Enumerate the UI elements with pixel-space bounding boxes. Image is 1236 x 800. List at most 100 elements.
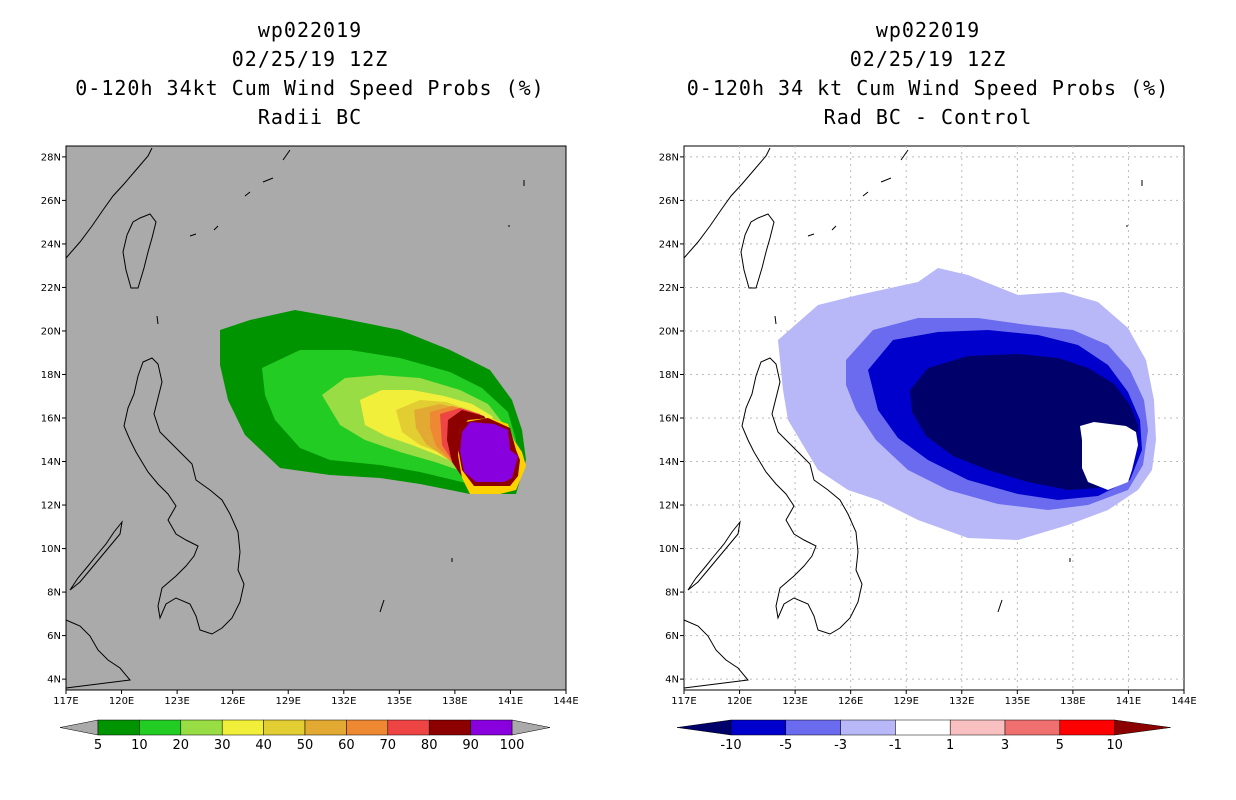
lat-label: 24N: [659, 239, 679, 250]
colorbar-over-arrow: [511, 719, 551, 736]
colorbar-box: [1004, 719, 1061, 736]
lat-label: 8N: [47, 588, 61, 599]
lon-label: 135E: [387, 696, 412, 707]
colorbar-box: [470, 719, 513, 736]
prob-contour-100: [460, 422, 518, 482]
colorbar-label: 10: [131, 738, 148, 753]
colorbar-label: 3: [1001, 738, 1009, 753]
lon-label: 126E: [220, 696, 245, 707]
storm-id: wp022019: [257, 18, 363, 42]
left-map: 28N 26N 24N 22N 20N 18N 16N 14N 12N 10N 8N 6N 4N 117E…: [41, 145, 579, 707]
lon-label: 123E: [782, 696, 807, 707]
product-title: 0-120h 34kt Cum Wind Speed Probs (%): [75, 76, 545, 100]
lon-label: 132E: [949, 696, 974, 707]
left-axes: 28N 26N 24N 22N 20N 18N 16N 14N 12N 10N 8N 6N 4N 117E…: [41, 152, 579, 707]
lon-label: 144E: [1171, 696, 1196, 707]
lat-label: 26N: [41, 196, 61, 207]
colorbar-label: 20: [173, 738, 190, 753]
colorbar-under-arrow: [59, 719, 99, 736]
datetime: 02/25/19 12Z: [231, 47, 389, 71]
lon-label: 141E: [498, 696, 523, 707]
colorbar-label: 10: [1106, 738, 1123, 753]
lat-label: 4N: [47, 675, 61, 686]
colorbar-box: [895, 719, 951, 736]
lon-label: 138E: [442, 696, 467, 707]
colorbar-label: 1: [946, 738, 954, 753]
right-colorbar: -10 -5 -3 -1 1 3 5 10: [676, 719, 1171, 753]
lon-label: 123E: [164, 696, 189, 707]
colorbar-label: 5: [1056, 738, 1064, 753]
lon-label: 138E: [1060, 696, 1085, 707]
lat-label: 22N: [659, 283, 679, 294]
lat-label: 18N: [41, 370, 61, 381]
lon-label: 120E: [727, 696, 752, 707]
colorbar-label: 30: [214, 738, 231, 753]
colorbar-label: 70: [380, 738, 397, 753]
colorbar-box: [346, 719, 389, 736]
lon-label: 135E: [1005, 696, 1030, 707]
colorbar-box: [139, 719, 182, 736]
colorbar-box: [840, 719, 896, 736]
colorbar-label: 50: [297, 738, 314, 753]
lon-label: 129E: [894, 696, 919, 707]
lat-label: 14N: [41, 457, 61, 468]
colorbar-label: 40: [255, 738, 272, 753]
lat-label: 12N: [41, 501, 61, 512]
subtitle: Radii BC: [257, 105, 363, 129]
right-map: 28N 26N 24N 22N 20N 18N 16N 14N 12N 10N 8N 6N 4N 117E…: [659, 145, 1197, 707]
colorbar-box: [1059, 719, 1115, 736]
lon-label: 117E: [671, 696, 696, 707]
lon-label: 141E: [1116, 696, 1141, 707]
lon-label: 132E: [331, 696, 356, 707]
diff-contour-minus-10: [910, 354, 1138, 490]
lat-label: 8N: [665, 588, 679, 599]
colorbar-label: -3: [834, 738, 847, 753]
lat-label: 26N: [659, 196, 679, 207]
colorbar-label: 5: [94, 738, 102, 753]
colorbar-box: [97, 719, 140, 736]
lat-label: 14N: [659, 457, 679, 468]
lat-label: 6N: [665, 631, 679, 642]
lat-label: 20N: [41, 326, 61, 337]
lat-label: 24N: [41, 239, 61, 250]
lon-label: 126E: [838, 696, 863, 707]
lat-label: 4N: [665, 675, 679, 686]
lat-label: 12N: [659, 501, 679, 512]
right-axes: 28N 26N 24N 22N 20N 18N 16N 14N 12N 10N 8N 6N 4N 117E…: [659, 152, 1197, 707]
lon-label: 117E: [53, 696, 78, 707]
lon-label: 129E: [276, 696, 301, 707]
lat-label: 28N: [659, 152, 679, 163]
storm-id: wp022019: [875, 18, 981, 42]
lat-label: 10N: [659, 544, 679, 555]
product-title: 0-120h 34 kt Cum Wind Speed Probs (%): [686, 76, 1170, 100]
diff-contour-near-zero: [1080, 422, 1138, 490]
lon-label: 120E: [109, 696, 134, 707]
colorbar-label: 80: [421, 738, 438, 753]
lon-label: 144E: [553, 696, 578, 707]
colorbar-box: [263, 719, 306, 736]
lat-label: 20N: [659, 326, 679, 337]
colorbar-box: [180, 719, 223, 736]
colorbar-box: [304, 719, 347, 736]
colorbar-box: [949, 719, 1006, 736]
lat-label: 28N: [41, 152, 61, 163]
colorbar-box: [785, 719, 841, 736]
left-colorbar: 5 10 20 30 40 50 60 70 80 90 100: [59, 719, 551, 753]
lat-label: 6N: [47, 631, 61, 642]
subtitle: Rad BC - Control: [823, 105, 1033, 129]
lat-label: 16N: [659, 414, 679, 425]
colorbar-under-arrow: [676, 719, 732, 736]
colorbar-label: 90: [462, 738, 479, 753]
colorbar-box: [428, 719, 471, 736]
lat-label: 10N: [41, 544, 61, 555]
colorbar-label: 60: [338, 738, 355, 753]
left-panel-title: wp022019 02/25/19 12Z 0-120h 34kt Cum Wi…: [30, 16, 590, 132]
lat-label: 18N: [659, 370, 679, 381]
colorbar-label: -5: [779, 738, 792, 753]
colorbar-box: [221, 719, 264, 736]
colorbar-label: -1: [889, 738, 902, 753]
colorbar-label: -10: [720, 738, 741, 753]
colorbar-label: 100: [500, 738, 525, 753]
colorbar-box: [387, 719, 430, 736]
